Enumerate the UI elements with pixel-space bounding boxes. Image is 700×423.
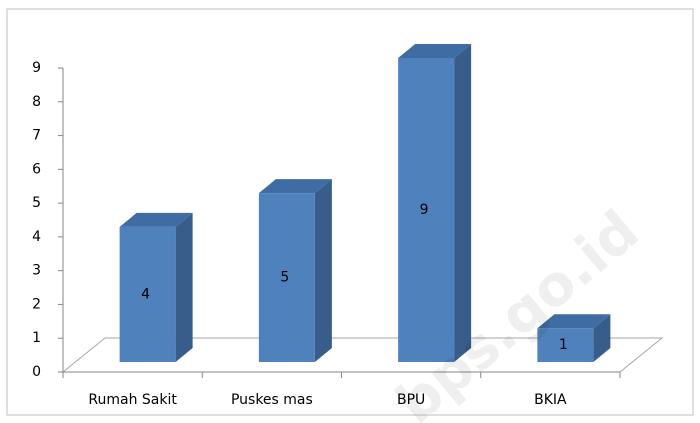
y-tick-label: 3 [32,263,41,279]
y-tick-label: 2 [32,296,41,312]
bar-top [119,212,193,227]
value-label: 4 [141,286,150,302]
y-tick-label: 6 [32,161,41,177]
y-tick-label: 4 [32,229,41,245]
bar [398,58,455,362]
x-tick-label: Puskes mas [231,392,313,408]
value-label: 1 [559,337,568,353]
bar-side [175,212,193,362]
bar-side [314,179,332,362]
bar-side [454,44,472,362]
bar [537,328,594,362]
bar-top [258,179,332,194]
y-tick-label: 5 [32,195,41,211]
x-tick-label: BPU [397,392,425,408]
y-tick-label: 8 [32,94,41,110]
y-tick-label: 1 [32,330,41,346]
x-tick-label: Rumah Sakit [88,392,177,408]
bar-top [398,44,472,58]
x-tick-label: BKIA [534,392,567,408]
bar-side [593,314,611,362]
value-label: 5 [280,270,289,286]
y-tick-label: 0 [32,364,41,380]
bar [258,193,315,362]
y-tick-label: 9 [32,60,41,76]
value-label: 9 [420,202,429,218]
bar-top [537,314,611,329]
y-tick-label: 7 [32,128,41,144]
bar [119,226,176,362]
